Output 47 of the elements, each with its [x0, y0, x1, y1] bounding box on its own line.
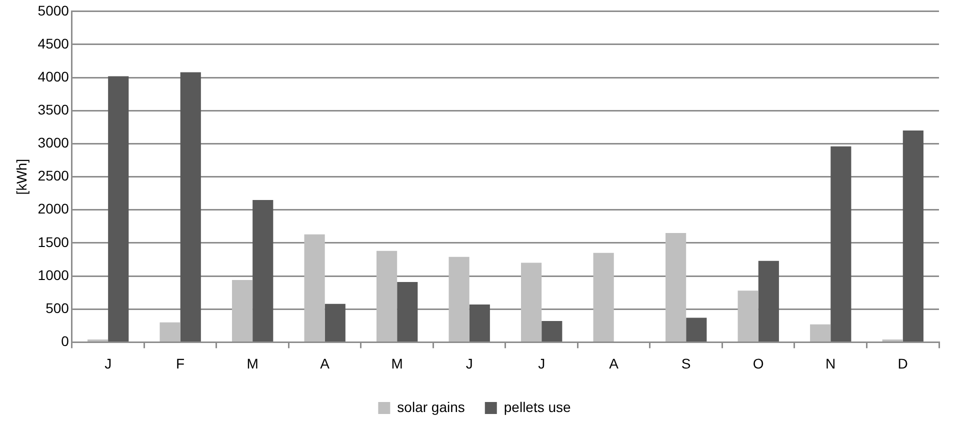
bar	[830, 146, 852, 342]
x-tick-label: O	[752, 355, 764, 372]
x-tick-label: M	[391, 355, 403, 372]
y-tick-label: 5000	[38, 2, 70, 18]
bar	[252, 200, 274, 342]
bar	[324, 304, 346, 342]
y-tick-label: 0	[61, 333, 70, 350]
x-tick-label: J	[538, 355, 546, 372]
bar	[448, 256, 470, 342]
y-tick-label: 2000	[38, 200, 70, 217]
x-tick-label: N	[826, 355, 836, 372]
bar	[232, 280, 253, 342]
bar	[666, 233, 686, 342]
y-tick-label: 4000	[38, 68, 70, 84]
x-tick-label: A	[320, 355, 330, 372]
bar	[810, 324, 831, 342]
bar	[542, 321, 562, 342]
bar	[304, 234, 325, 342]
y-axis-title: [kWh]	[13, 158, 30, 195]
legend-label: solar gains	[397, 398, 465, 415]
x-tick-label: S	[681, 355, 691, 372]
y-tick-label: 3000	[38, 134, 70, 151]
x-tick-label: A	[609, 355, 620, 372]
bar	[376, 250, 398, 342]
y-tick-label: 1500	[38, 234, 70, 250]
bar	[593, 252, 614, 342]
y-tick-label: 2500	[38, 168, 70, 184]
y-tick-label: 4500	[38, 35, 70, 52]
bar	[686, 318, 707, 342]
bar	[397, 282, 418, 342]
x-tick-label: F	[176, 355, 185, 372]
bar	[758, 260, 779, 342]
bar	[902, 130, 924, 342]
x-tick-label: M	[246, 355, 258, 372]
bar	[521, 262, 542, 342]
y-tick-label: 3500	[38, 102, 70, 118]
y-tick-label: 1000	[38, 266, 70, 283]
bar	[738, 290, 758, 342]
bar	[108, 76, 129, 342]
x-tick-label: J	[104, 355, 112, 372]
bar	[469, 304, 490, 342]
x-tick-label: D	[898, 355, 908, 372]
bar	[160, 322, 180, 342]
legend-label: pellets use	[504, 398, 572, 415]
y-tick-label: 500	[46, 300, 70, 316]
x-tick-label: J	[466, 355, 473, 372]
bar	[180, 72, 201, 342]
